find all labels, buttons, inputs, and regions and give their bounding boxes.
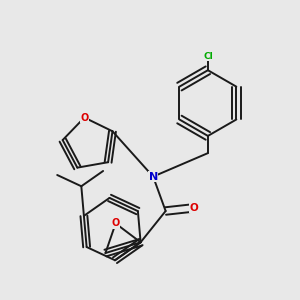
Text: Cl: Cl [203, 52, 213, 61]
Text: N: N [148, 172, 158, 182]
Text: O: O [189, 203, 198, 213]
Text: O: O [112, 218, 120, 229]
Text: O: O [80, 112, 88, 123]
